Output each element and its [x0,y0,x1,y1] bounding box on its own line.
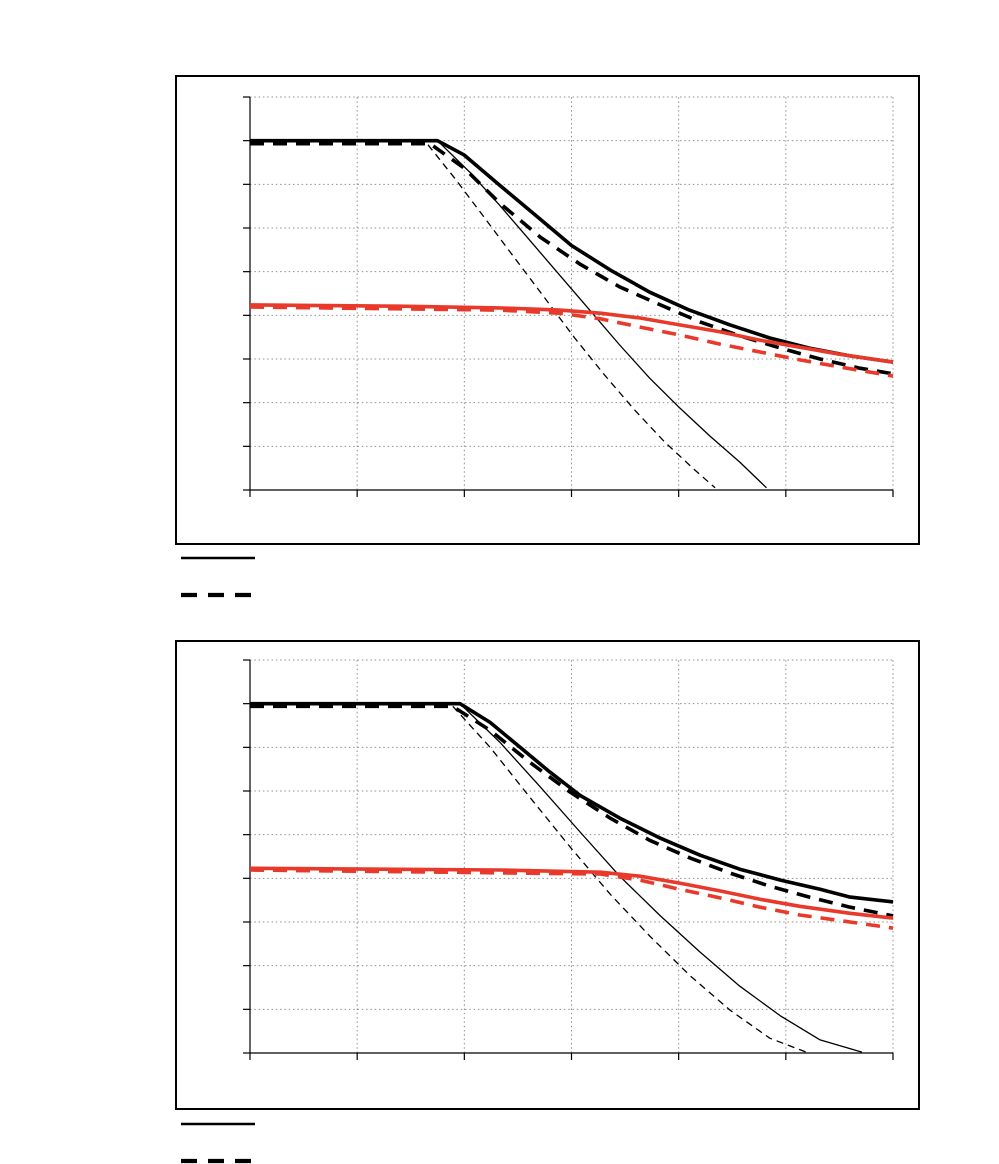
chart-1-legend [179,550,269,612]
chart-1-legend-samples [181,556,255,598]
series-thin-black-dashed [250,703,807,1053]
series-thick-red-solid [249,866,894,920]
series-thin-black-solid [250,140,767,489]
chart-1-plot [243,96,894,497]
series-thick-black-dashed [250,141,894,376]
chart-1-frame [175,75,920,545]
series-thin-black-solid [250,703,863,1053]
series-thick-red-solid [249,303,894,364]
series-thin-black-dashed [250,140,716,489]
chart-2-legend-samples [181,1122,255,1164]
series-thick-black-solid [250,701,894,904]
series-thick-red-dashed [249,305,894,378]
series-thick-black-dashed [250,704,894,918]
series-thick-red-dashed [249,868,894,930]
chart-2-plot [243,659,894,1060]
chart-2-legend [179,1116,269,1164]
series-thick-black-solid [250,138,894,364]
chart-2-frame [175,640,920,1110]
